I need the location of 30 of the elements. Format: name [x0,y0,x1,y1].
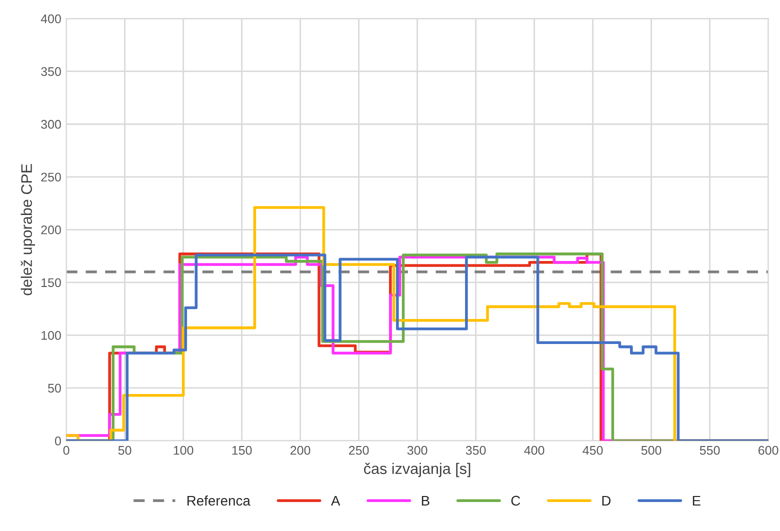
legend-label: B [422,496,430,506]
x-tick-label: 350 [466,446,486,455]
y-axis-title: delež uporabe CPE [20,164,36,296]
y-tick-label: 350 [41,67,61,76]
legend-label: C [511,496,520,506]
y-tick-label: 150 [42,278,61,288]
x-tick-label: 250 [349,446,369,455]
y-tick-label: 300 [41,120,61,129]
x-tick-label: 0 [63,446,70,455]
legend-label: Referenca [187,495,250,506]
y-tick-label: 100 [42,330,61,340]
y-tick-label: 200 [41,225,61,234]
y-tick-label: 50 [48,384,61,393]
x-tick-label: 500 [641,446,662,455]
x-tick-label: 600 [758,446,778,455]
x-tick-label: 200 [290,446,310,455]
x-tick-label: 50 [118,446,132,455]
y-tick-label: 400 [40,14,61,24]
x-tick-label: 450 [582,446,603,455]
legend-label: E [692,496,700,506]
x-tick-label: 550 [700,446,720,455]
legend-label: A [330,496,340,506]
x-tick-label: 400 [524,446,544,455]
y-tick-label: 250 [41,172,61,182]
x-tick-label: 150 [232,446,252,455]
legend-label: D [602,496,611,506]
x-tick-label: 300 [407,446,428,455]
x-tick-label: 100 [174,446,194,455]
x-axis-title: čas izvajanja [s] [364,462,470,478]
y-tick-label: 0 [54,436,61,446]
